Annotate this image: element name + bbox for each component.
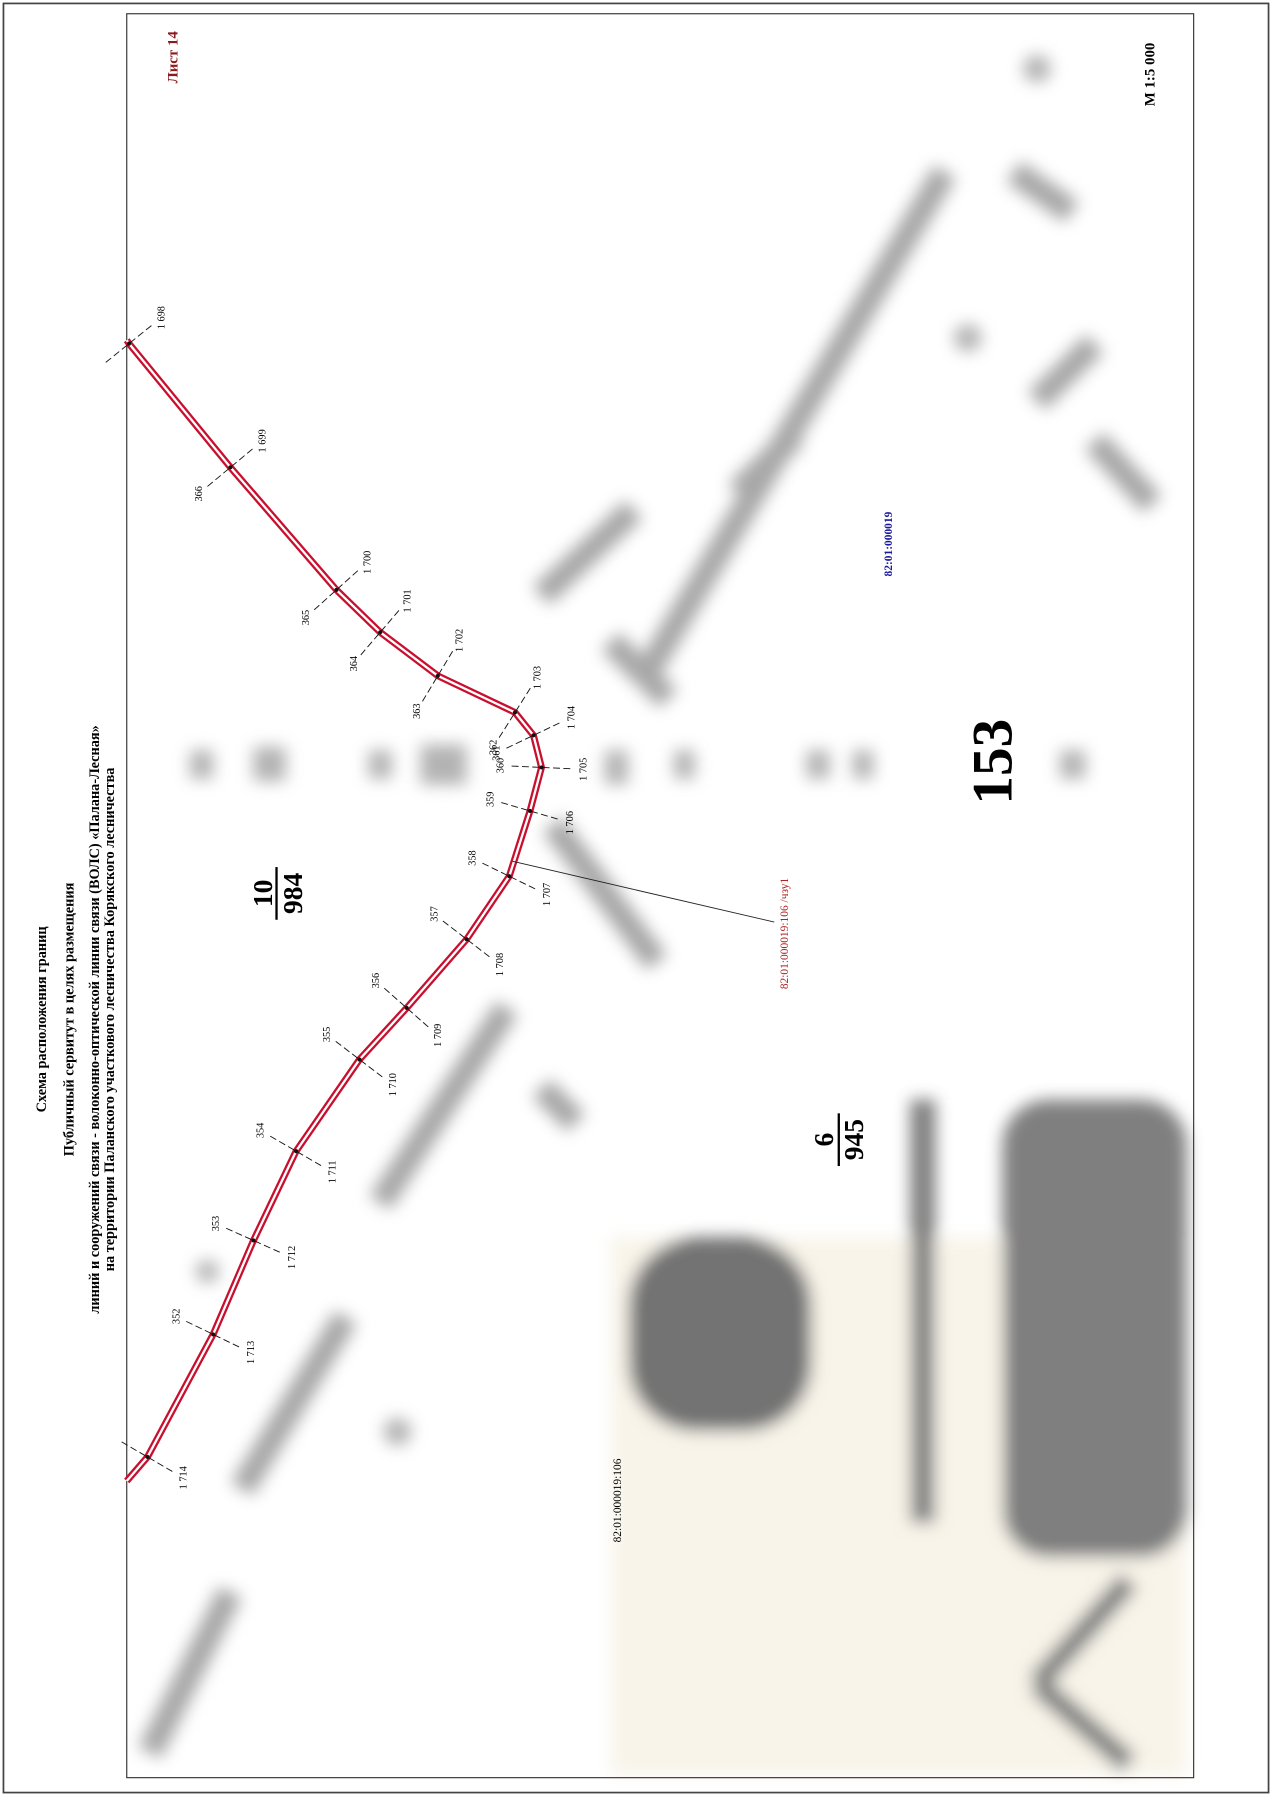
point-number: 1 700 [363,551,374,574]
point-number: 1 709 [433,1024,444,1047]
vertex [211,1332,216,1337]
title-line: линий и сооружений связи - волоконно-опт… [87,725,103,1313]
point-number: 358 [467,850,478,865]
point-number: 1 710 [388,1073,399,1096]
vertex [531,733,536,738]
vertex [294,1149,299,1154]
point-number: 1 699 [258,429,269,452]
vertex [334,587,339,592]
point-number: 1 714 [179,1466,190,1489]
cadastral-parcel: 82:01:000019:106 [612,1458,624,1542]
point-number: 363 [412,703,423,718]
inner-frame [126,13,1195,1779]
parcel-number: 10 [247,880,278,907]
point-number: 1 713 [246,1341,257,1364]
vertex [464,937,469,942]
point-number: 356 [371,973,382,988]
parcel-area: 984 [277,873,308,914]
cadastral-quarter: 82:01:000019 [883,511,895,576]
point-number: 362 [488,740,499,755]
point-number: 354 [256,1123,267,1138]
vertex [527,808,533,814]
vertex [539,765,544,770]
easement-route: 1 698 1 699 366 1 700 365 1 701 364 1 702 363 1 7… [105,306,589,1489]
vertex [357,1057,362,1062]
point-number: 365 [301,610,312,625]
point-number: 1 706 [565,811,576,834]
point-number: 1 704 [566,706,577,729]
parcel-area: 945 [838,1119,869,1160]
point-number: 1 711 [327,1160,338,1183]
point-number: 353 [211,1216,222,1231]
title-line: на территории Паланского участкового лес… [102,768,118,1272]
vertex [145,1454,150,1460]
vertex [404,1005,409,1011]
parcel-number: 6 [808,1133,839,1147]
point-number: 360 [496,758,507,773]
point-number: 357 [429,906,440,921]
block-number: 153 [961,719,1024,805]
title-line: Публичный сервитут в целях размещения [62,882,78,1156]
point-number: 366 [194,486,205,501]
point-number: 1 708 [495,953,506,976]
point-number: 1 705 [578,758,589,781]
point-number: 1 703 [532,666,543,689]
point-number: 1 701 [403,589,414,612]
point-number: 364 [349,656,360,671]
vertex [435,673,440,678]
vertex [512,710,518,715]
vertex [228,465,233,470]
point-number: 1 698 [157,306,168,329]
point-number: 361 [491,745,502,760]
point-number: 1 707 [542,883,553,906]
point-number: 1 702 [455,629,466,652]
parcel-label: 10 984 [247,867,308,920]
parcel-label: 6 945 [808,1113,869,1167]
background-map [138,54,1187,1776]
title-block: Схема расположения границ Публичный серв… [34,725,118,1313]
point-number: 355 [322,1027,333,1042]
leader-line [512,860,775,923]
title: Схема расположения границ [34,926,50,1113]
point-number: 359 [486,792,497,807]
point-number: 1 712 [287,1246,298,1269]
vertex [507,874,512,879]
vertex [378,630,383,635]
vertex [251,1238,256,1243]
vertex [126,341,132,346]
scale: М 1:5 000 [1142,43,1158,107]
point-number: 352 [171,1309,182,1324]
sheet-number: Лист 14 [165,31,181,84]
cadastral-part: 82:01:000019:106 /чзу1 [779,878,791,990]
